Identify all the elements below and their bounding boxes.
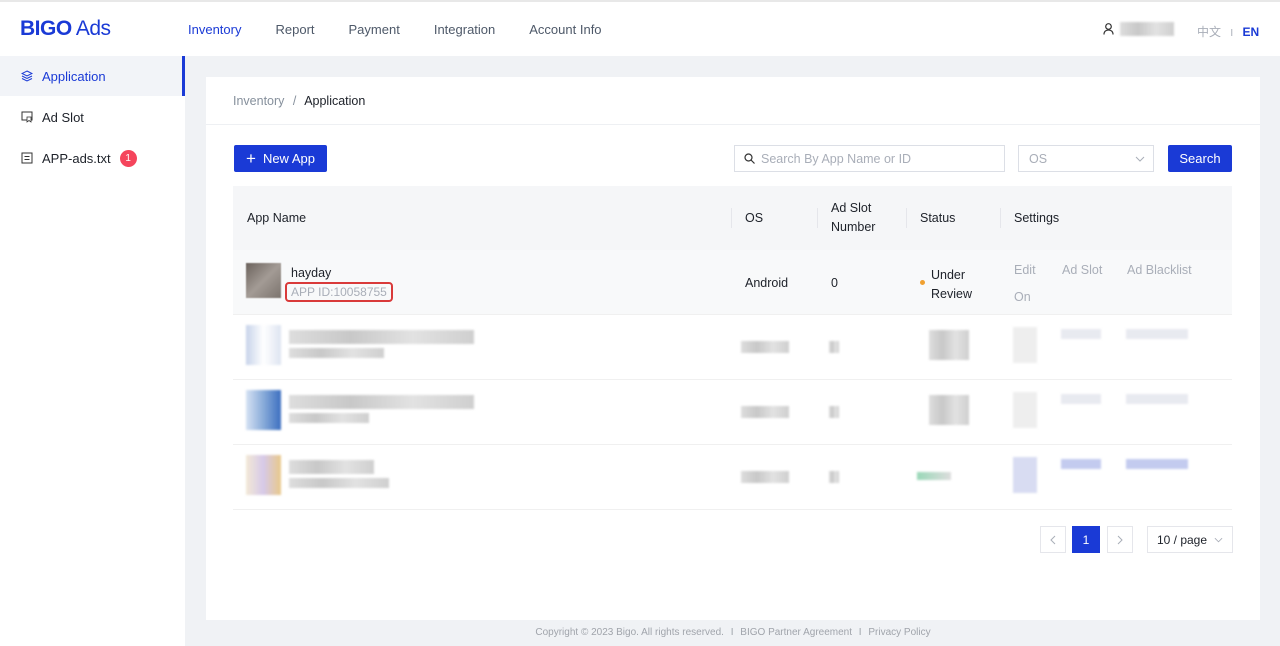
table-row-redacted bbox=[233, 445, 1232, 510]
sidebar: Application Ad Slot APP-ads.txt 1 bbox=[0, 56, 185, 646]
app-icon bbox=[246, 263, 281, 298]
col-os: OS bbox=[745, 210, 764, 225]
chevron-left-icon bbox=[1050, 535, 1056, 544]
notification-badge: 1 bbox=[119, 149, 137, 167]
breadcrumb-inventory[interactable]: Inventory bbox=[233, 94, 285, 108]
sidebar-item-ad-slot[interactable]: Ad Slot bbox=[0, 97, 185, 137]
language-switch: 中文 I EN bbox=[1197, 25, 1260, 39]
nav-inventory[interactable]: Inventory bbox=[188, 22, 242, 37]
new-app-button[interactable]: + New App bbox=[234, 145, 327, 172]
chevron-down-icon bbox=[1135, 156, 1145, 162]
ad-blacklist-link[interactable]: Ad Blacklist bbox=[1127, 263, 1192, 277]
chevron-down-icon bbox=[1214, 537, 1223, 542]
os-select[interactable]: OS bbox=[1018, 145, 1154, 172]
search-input[interactable]: Search By App Name or ID bbox=[734, 145, 1005, 172]
breadcrumb: Inventory / Application bbox=[206, 77, 1260, 125]
username-redacted bbox=[1120, 22, 1174, 36]
ad-slot-icon bbox=[21, 111, 33, 123]
footer: Copyright © 2023 Bigo. All rights reserv… bbox=[535, 627, 931, 638]
app-os: Android bbox=[745, 276, 789, 290]
user-menu[interactable] bbox=[1103, 22, 1174, 36]
user-icon bbox=[1103, 23, 1114, 35]
document-icon bbox=[21, 152, 33, 164]
status-dot bbox=[920, 280, 925, 285]
table-row: hayday APP ID:10058755 Android 0 Under R… bbox=[233, 250, 1232, 315]
ad-slot-link[interactable]: Ad Slot bbox=[1062, 263, 1103, 277]
main-card: Inventory / Application + New App Search… bbox=[206, 77, 1260, 620]
sidebar-item-app-ads-txt[interactable]: APP-ads.txt 1 bbox=[0, 138, 185, 178]
apps-table: App Name OS Ad Slot Number Status Settin… bbox=[233, 186, 1232, 510]
chevron-right-icon bbox=[1117, 535, 1123, 544]
edit-link[interactable]: Edit bbox=[1014, 263, 1036, 277]
layers-icon bbox=[21, 70, 33, 82]
partner-agreement-link[interactable]: BIGO Partner Agreement bbox=[740, 627, 853, 638]
ad-slot-number: 0 bbox=[831, 276, 838, 290]
next-page-button[interactable] bbox=[1107, 526, 1133, 553]
lang-en[interactable]: EN bbox=[1242, 25, 1260, 39]
plus-icon: + bbox=[246, 149, 256, 168]
nav-report[interactable]: Report bbox=[275, 22, 315, 37]
search-icon bbox=[744, 153, 755, 164]
page-size-select[interactable]: 10 / page bbox=[1147, 526, 1233, 553]
privacy-policy-link[interactable]: Privacy Policy bbox=[868, 627, 931, 638]
toggle-on-link[interactable]: On bbox=[1014, 290, 1031, 304]
col-app-name: App Name bbox=[247, 210, 307, 225]
col-settings: Settings bbox=[1014, 210, 1060, 225]
nav-payment[interactable]: Payment bbox=[348, 22, 400, 37]
app-id: APP ID:10058755 bbox=[285, 282, 393, 302]
search-button[interactable]: Search bbox=[1168, 145, 1232, 172]
main-nav: Inventory Report Payment Integration Acc… bbox=[188, 22, 602, 37]
bigo-ads-logo[interactable]: BIGO Ads bbox=[20, 17, 111, 40]
sidebar-item-application[interactable]: Application bbox=[0, 56, 185, 96]
table-header: App Name OS Ad Slot Number Status Settin… bbox=[233, 186, 1232, 250]
app-name[interactable]: hayday bbox=[291, 266, 332, 280]
nav-account-info[interactable]: Account Info bbox=[529, 22, 602, 37]
top-header: BIGO Ads Inventory Report Payment Integr… bbox=[0, 0, 1280, 56]
breadcrumb-current: Application bbox=[304, 94, 366, 108]
table-row-redacted bbox=[233, 380, 1232, 445]
table-row-redacted bbox=[233, 315, 1232, 380]
col-status: Status bbox=[920, 210, 956, 225]
prev-page-button[interactable] bbox=[1040, 526, 1066, 553]
status-badge: Under Review bbox=[931, 268, 972, 301]
lang-zh[interactable]: 中文 bbox=[1197, 25, 1222, 39]
page-1-button[interactable]: 1 bbox=[1072, 526, 1100, 553]
col-ad-slot-number: Ad Slot Number bbox=[831, 201, 876, 234]
nav-integration[interactable]: Integration bbox=[433, 22, 496, 37]
